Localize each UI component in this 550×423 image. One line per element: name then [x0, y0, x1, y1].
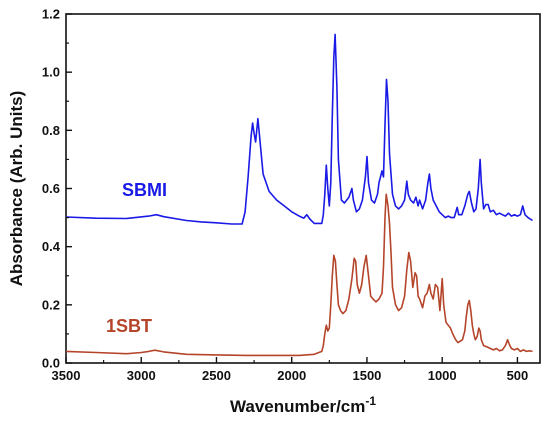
x-tick-label: 2000 — [277, 368, 306, 383]
x-tick-label: 1000 — [428, 368, 457, 383]
series-label-sbmi: SBMI — [122, 180, 167, 200]
x-axis-title-superscript: -1 — [365, 394, 376, 408]
y-tick-label: 1.2 — [42, 7, 60, 22]
y-tick-label: 0.2 — [42, 297, 60, 312]
y-tick-label: 0.6 — [42, 181, 60, 196]
plot-area-group: 3500 3000 2500 2000 1500 1000 500 0.0 0.2 0.4 0.6… — [42, 7, 541, 383]
y-axis-ticks: 0.0 0.2 0.4 0.6 0.8 1.0 1.2 — [42, 7, 72, 371]
series-group — [65, 33, 533, 357]
x-tick-label: 3000 — [127, 368, 156, 383]
series-label-1sbt: 1SBT — [106, 316, 152, 336]
x-tick-label: 2500 — [202, 368, 231, 383]
x-tick-label: 3500 — [52, 368, 81, 383]
x-axis-ticks: 3500 3000 2500 2000 1500 1000 500 — [52, 357, 529, 383]
y-tick-label: 1.0 — [42, 65, 60, 80]
x-tick-label: 1500 — [352, 368, 381, 383]
y-axis-title: Absorbance (Arb. Units) — [7, 91, 26, 287]
series-line-sbmi — [65, 33, 533, 225]
y-tick-label: 0.8 — [42, 123, 60, 138]
series-labels: SBMI 1SBT — [106, 180, 167, 336]
x-axis-title-text: Wavenumber/cm — [230, 397, 365, 416]
series-line-1sbt — [65, 193, 533, 357]
y-tick-label: 0.0 — [42, 356, 60, 371]
x-axis-title: Wavenumber/cm-1 — [230, 394, 376, 416]
y-tick-label: 0.4 — [42, 239, 61, 254]
x-tick-label: 500 — [507, 368, 529, 383]
